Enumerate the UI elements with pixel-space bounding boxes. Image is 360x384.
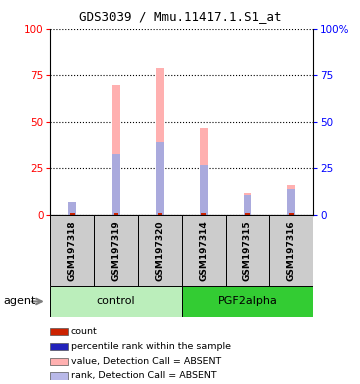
- Bar: [112, 84, 120, 215]
- Bar: [50, 343, 68, 350]
- Bar: [50, 286, 182, 317]
- Text: GDS3039 / Mmu.11417.1.S1_at: GDS3039 / Mmu.11417.1.S1_at: [79, 10, 281, 23]
- Bar: [269, 215, 313, 286]
- Bar: [182, 215, 226, 286]
- Bar: [94, 215, 138, 286]
- Text: GSM197320: GSM197320: [156, 220, 165, 281]
- Bar: [138, 215, 182, 286]
- Text: agent: agent: [4, 296, 36, 306]
- Bar: [226, 215, 269, 286]
- Bar: [112, 154, 120, 215]
- Text: GSM197314: GSM197314: [199, 220, 208, 281]
- Bar: [158, 213, 162, 215]
- Bar: [68, 202, 76, 215]
- Bar: [50, 358, 68, 365]
- Text: control: control: [97, 296, 135, 306]
- Text: value, Detection Call = ABSENT: value, Detection Call = ABSENT: [71, 357, 221, 366]
- Bar: [200, 127, 208, 215]
- Text: PGF2alpha: PGF2alpha: [217, 296, 278, 306]
- Bar: [156, 142, 164, 215]
- Text: count: count: [71, 327, 98, 336]
- Text: GSM197319: GSM197319: [112, 220, 121, 281]
- Bar: [201, 213, 206, 215]
- Bar: [287, 189, 295, 215]
- Bar: [50, 215, 94, 286]
- Text: percentile rank within the sample: percentile rank within the sample: [71, 342, 231, 351]
- Text: GSM197315: GSM197315: [243, 220, 252, 281]
- Bar: [70, 213, 75, 215]
- Bar: [244, 193, 251, 215]
- Bar: [114, 213, 118, 215]
- Bar: [50, 372, 68, 379]
- Bar: [156, 68, 164, 215]
- Bar: [200, 165, 208, 215]
- Bar: [182, 286, 313, 317]
- Bar: [50, 328, 68, 335]
- Bar: [289, 213, 294, 215]
- Text: GSM197318: GSM197318: [68, 220, 77, 281]
- Bar: [244, 195, 251, 215]
- Bar: [245, 213, 250, 215]
- Text: rank, Detection Call = ABSENT: rank, Detection Call = ABSENT: [71, 371, 216, 381]
- Text: GSM197316: GSM197316: [287, 220, 296, 281]
- Bar: [287, 185, 295, 215]
- Bar: [68, 202, 76, 215]
